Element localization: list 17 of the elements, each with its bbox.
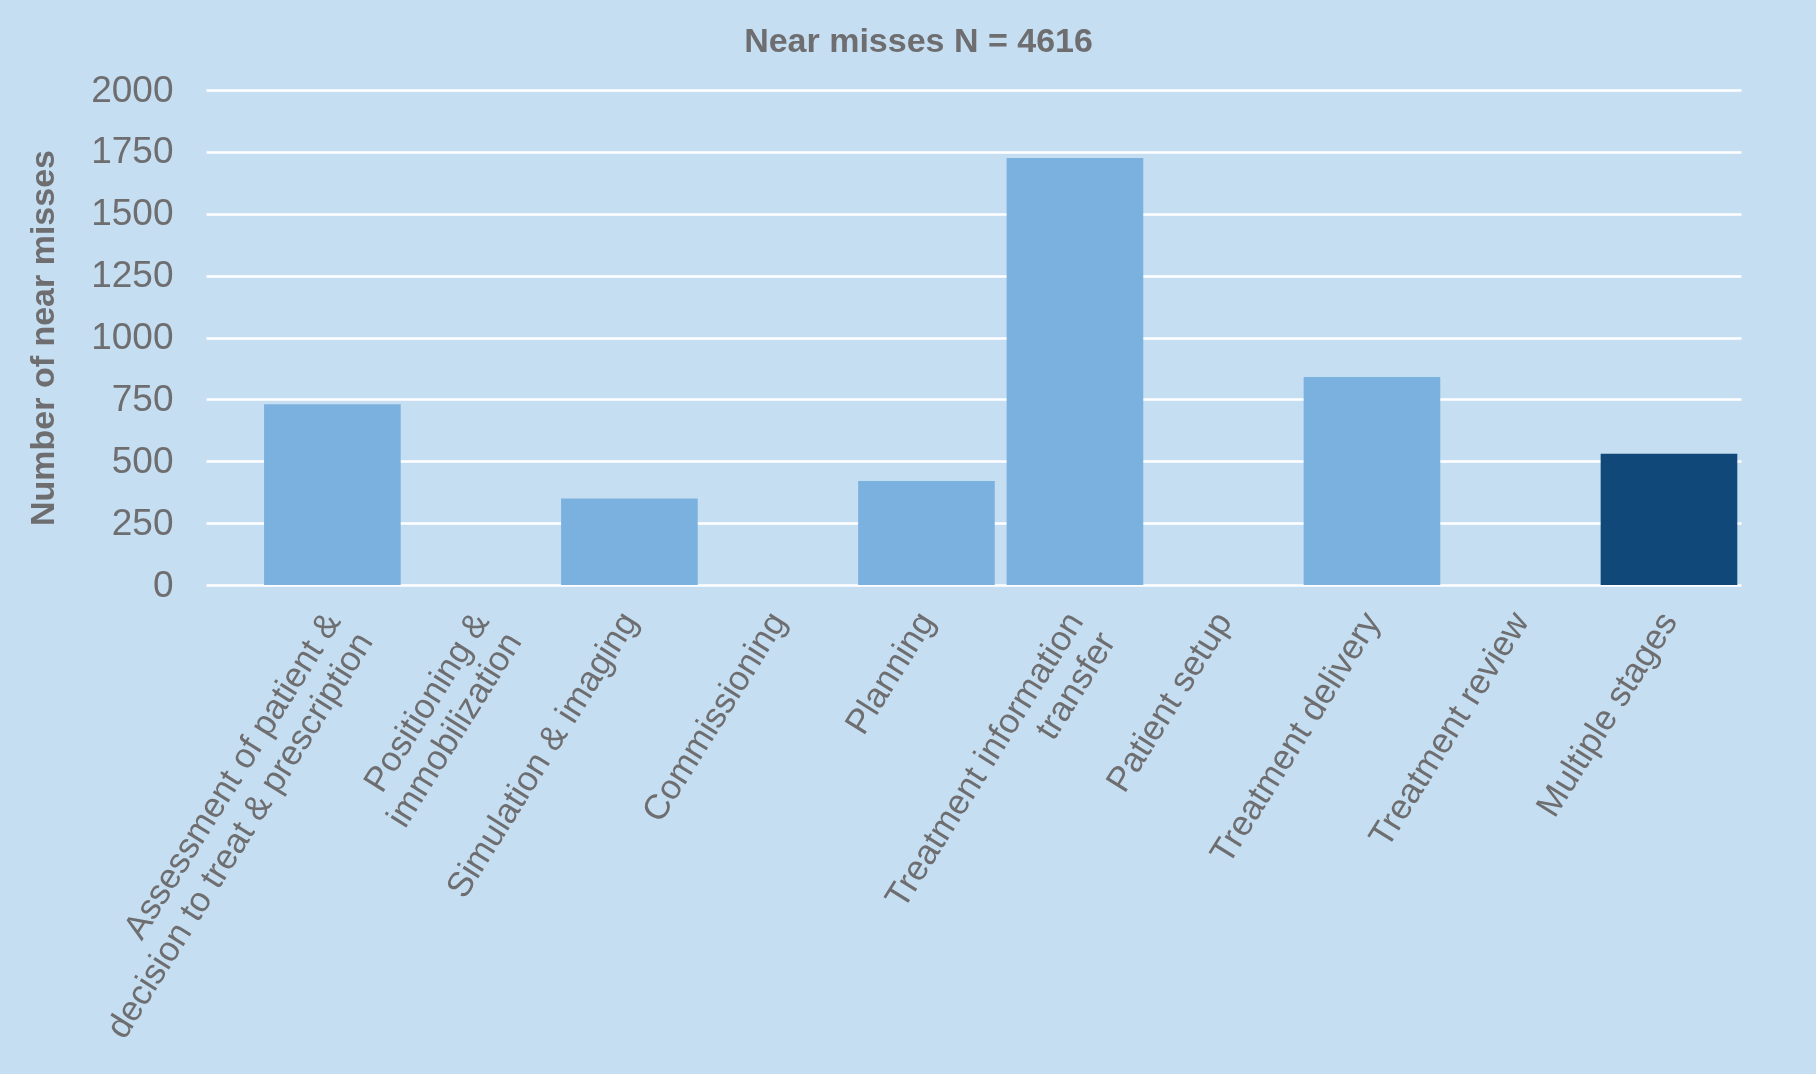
bar [561, 498, 698, 585]
y-axis-title: Number of near misses [22, 149, 61, 527]
y-tick-label: 500 [111, 439, 174, 481]
y-tick-label: 1000 [91, 316, 174, 357]
bar [1006, 158, 1144, 585]
y-tick-label: 2000 [91, 68, 174, 110]
bar [264, 404, 401, 585]
y-tick-label: 250 [111, 501, 174, 543]
bar [1303, 377, 1441, 585]
y-tick-label: 1500 [91, 192, 174, 234]
y-tick-label: 1750 [91, 130, 174, 172]
y-tick-label: 0 [152, 563, 174, 605]
bar [858, 481, 995, 585]
y-tick-label: 1250 [91, 254, 174, 296]
y-tick-label: 750 [111, 377, 174, 419]
bar [1600, 453, 1738, 585]
chart-title: Near misses N = 4616 [744, 21, 1093, 59]
